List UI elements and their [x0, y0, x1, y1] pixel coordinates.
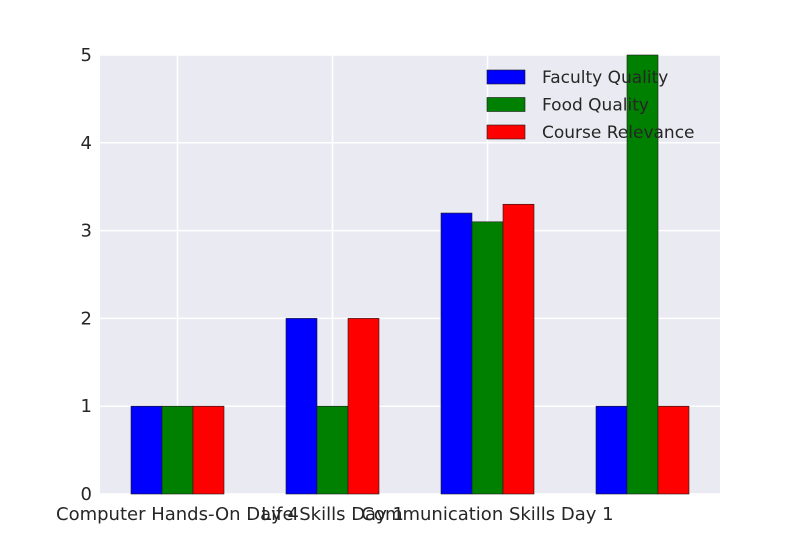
legend-swatch-2 — [486, 124, 526, 140]
bar-series-1-category-1 — [316, 405, 349, 495]
bar-series-2-category-3 — [657, 405, 690, 495]
y-tick-label-4: 4 — [81, 133, 92, 154]
y-tick-label-2: 2 — [81, 308, 92, 329]
legend-label-1: Food Quality — [542, 96, 649, 116]
bar-series-2-category-0 — [192, 405, 225, 495]
bars — [130, 54, 690, 495]
x-tick-label-0: Computer Hands-On Day 4 — [56, 504, 299, 525]
bar-series-0-category-0 — [130, 405, 163, 495]
bar-series-1-category-2 — [471, 221, 504, 495]
bar-series-1-category-0 — [161, 405, 194, 495]
legend-swatch-0 — [486, 69, 526, 85]
legend-label-0: Faculty Quality — [542, 68, 668, 88]
bar-series-0-category-1 — [285, 318, 318, 495]
y-tick-label-5: 5 — [81, 45, 92, 66]
legend-swatch-1 — [486, 97, 526, 112]
legend: Faculty Quality Food Quality Course Releva… — [486, 68, 695, 143]
y-tick-label-3: 3 — [81, 221, 92, 242]
bar-series-0-category-3 — [595, 405, 628, 495]
legend-label-2: Course Relevance — [542, 123, 695, 143]
x-tick-label-2: Communication Skills Day 1 — [361, 504, 613, 525]
bar-series-1-category-3 — [626, 54, 659, 495]
y-tick-labels: 0 1 2 3 4 5 — [81, 45, 92, 505]
x-tick-label-1: Life Skills Day 1 — [261, 504, 404, 525]
y-tick-label-0: 0 — [81, 484, 92, 505]
bar-series-0-category-2 — [440, 212, 473, 495]
y-tick-label-1: 1 — [81, 396, 92, 417]
bar-series-2-category-2 — [502, 203, 535, 495]
bar-series-2-category-1 — [347, 318, 380, 495]
